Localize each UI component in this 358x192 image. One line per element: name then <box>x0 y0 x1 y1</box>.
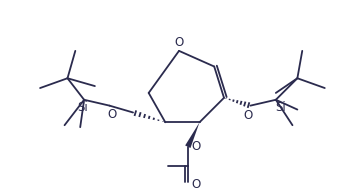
Text: O: O <box>191 140 200 153</box>
Text: O: O <box>174 36 184 49</box>
Text: O: O <box>244 109 253 122</box>
Text: O: O <box>108 108 117 121</box>
Text: Si: Si <box>77 101 88 114</box>
Polygon shape <box>185 122 199 148</box>
Text: O: O <box>191 178 200 191</box>
Text: Si: Si <box>275 101 286 114</box>
